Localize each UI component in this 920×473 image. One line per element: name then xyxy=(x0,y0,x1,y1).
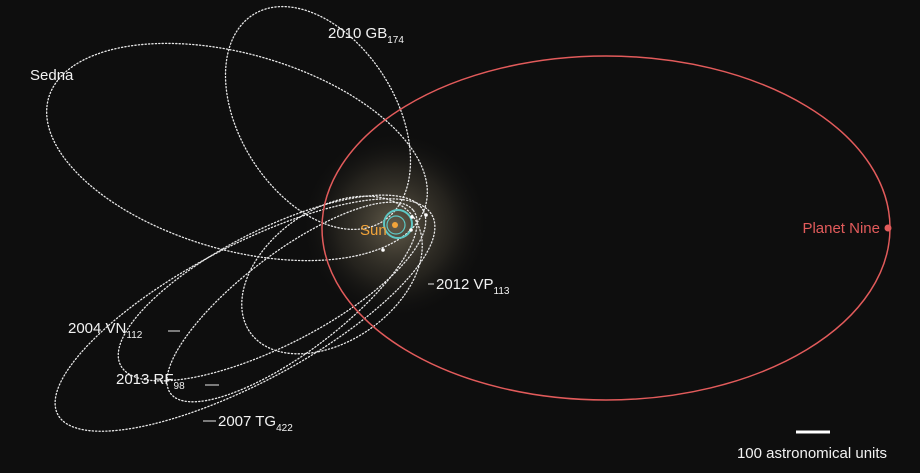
object xyxy=(410,215,414,219)
subscript: 174 xyxy=(387,35,404,46)
subscript: 113 xyxy=(494,286,510,297)
planet-nine-label: Planet Nine xyxy=(802,220,880,237)
name: 2013 RF xyxy=(116,371,174,388)
planet-nine xyxy=(885,225,892,232)
scale-label: 100 astronomical units xyxy=(737,445,887,462)
name: 2010 GB xyxy=(328,25,387,42)
orbit-diagram: Sedna 2010 GB174 2012 VP113 2004 VN112 2… xyxy=(0,0,920,473)
subscript: 112 xyxy=(126,330,142,341)
name: 2004 VN xyxy=(68,320,126,337)
subscript: 98 xyxy=(174,381,186,392)
object xyxy=(409,228,413,232)
sun xyxy=(392,222,398,228)
name: 2007 TG xyxy=(218,413,276,430)
subscript: 422 xyxy=(276,423,293,434)
name: 2012 VP xyxy=(436,276,494,293)
sun-label: Sun xyxy=(360,222,387,239)
object xyxy=(424,213,428,217)
object xyxy=(381,248,385,252)
sedna-label: Sedna xyxy=(30,67,74,84)
